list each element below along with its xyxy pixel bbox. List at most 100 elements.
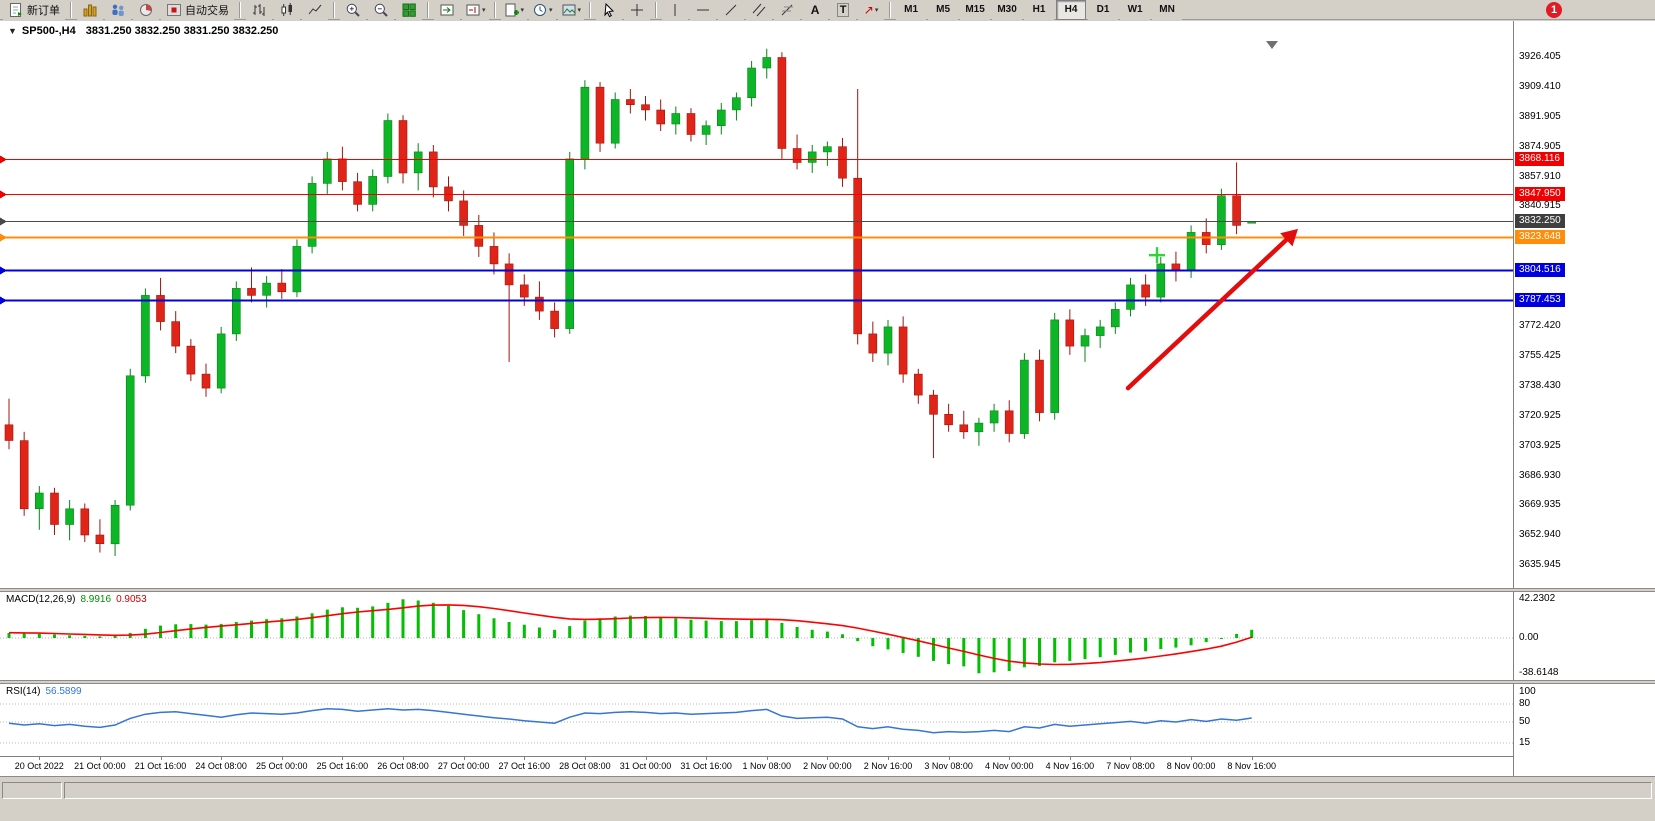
text-button[interactable]: A <box>802 0 829 20</box>
candle-body <box>565 158 575 329</box>
timeframe-button-m15[interactable]: M15 <box>960 0 991 20</box>
chart-shift-marker[interactable] <box>1266 41 1278 49</box>
time-axis-tick <box>584 757 586 760</box>
toolbar-separator <box>239 1 241 18</box>
candle-body <box>716 109 726 126</box>
time-axis-label: 3 Nov 08:00 <box>924 761 973 771</box>
cross-marker[interactable] <box>1149 247 1165 264</box>
candle-body <box>535 296 544 312</box>
time-axis[interactable]: 20 Oct 2022 21 Oct 00:00 21 Oct 16:00 24 Oc… <box>0 756 1513 776</box>
timeframe-button-mn[interactable]: MN <box>1152 0 1183 20</box>
one-click-trading-toggle[interactable]: ▼ <box>8 26 17 36</box>
timeframe-button-w1[interactable]: W1 <box>1120 0 1151 20</box>
chart-shift-icon <box>466 4 480 15</box>
candle-body <box>1004 410 1014 434</box>
candle-body <box>474 225 484 247</box>
arrowhead-icon <box>1280 228 1298 247</box>
candlestick-chart-button[interactable] <box>274 0 300 20</box>
candle-body <box>489 246 499 265</box>
market-watch-icon <box>83 4 97 16</box>
price-axis[interactable]: 3926.405 3909.410 3891.905 3874.905 3857.910… <box>1513 21 1655 776</box>
macd-axis-label: 42.2302 <box>1519 593 1556 605</box>
new-chart-button[interactable]: ▾ <box>500 0 528 20</box>
candle-body <box>989 410 999 424</box>
channel-button[interactable] <box>746 0 773 20</box>
candle-body <box>610 99 620 144</box>
zoom-in-button[interactable] <box>340 0 366 20</box>
price-axis-tag: 3832.250 <box>1515 214 1565 229</box>
timeframe-button-d1[interactable]: D1 <box>1088 0 1119 20</box>
time-axis-tick <box>1069 757 1071 760</box>
periods-button[interactable]: ▾ <box>529 0 556 20</box>
trendline-button[interactable] <box>718 0 745 20</box>
time-axis-label: 25 Oct 00:00 <box>256 761 308 771</box>
time-axis-tick <box>342 757 344 760</box>
pane-separator[interactable] <box>0 588 1655 592</box>
notification-badge[interactable]: 1 <box>1546 2 1562 18</box>
auto-scroll-button[interactable] <box>434 0 460 20</box>
price-axis-label: 3891.905 <box>1519 111 1561 123</box>
rsi-name: RSI(14) <box>6 686 41 697</box>
time-axis-label: 21 Oct 00:00 <box>74 761 126 771</box>
candle-body <box>913 373 923 396</box>
candle-body <box>519 284 529 298</box>
fibonacci-button[interactable] <box>774 0 801 20</box>
line-chart-button[interactable] <box>302 0 328 20</box>
new-order-icon <box>10 2 22 17</box>
macd-signal-value: 0.9053 <box>116 594 147 605</box>
templates-button[interactable]: ▾ <box>557 0 585 20</box>
strategy-tester-button[interactable] <box>133 0 159 20</box>
time-axis-label: 26 Oct 08:00 <box>377 761 429 771</box>
candle-body <box>95 534 105 544</box>
horizontal-line-button[interactable] <box>690 0 717 20</box>
chart-title-overlay: ▼ SP500-,H4 3831.250 3832.250 3831.250 383… <box>8 25 278 37</box>
timeframe-button-m1[interactable]: M1 <box>896 0 927 20</box>
price-axis-label: 3635.945 <box>1519 558 1561 570</box>
timeframe-button-m5[interactable]: M5 <box>928 0 959 20</box>
autotrading-button[interactable]: 自动交易 <box>161 0 234 20</box>
macd-axis-label: -38.6148 <box>1519 667 1559 679</box>
timeframe-button-m30[interactable]: M30 <box>992 0 1023 20</box>
arrows-button[interactable]: ↗ ▾ <box>858 0 885 20</box>
line-left-marker <box>0 233 7 242</box>
vertical-line-button[interactable] <box>662 0 689 20</box>
dropdown-caret-icon: ▾ <box>577 6 582 14</box>
macd-pane[interactable] <box>0 592 1513 680</box>
cursor-button[interactable] <box>596 0 623 20</box>
candle-body <box>807 151 817 163</box>
horizontal-lines-layer[interactable] <box>0 155 1513 305</box>
status-cell <box>64 782 1652 799</box>
bar-chart-button[interactable] <box>246 0 272 20</box>
time-axis-label: 1 Nov 08:00 <box>742 761 792 771</box>
candle-body <box>762 57 772 69</box>
macd-label: MACD(12,26,9) 8.9916 0.9053 <box>6 594 147 605</box>
trend-arrow-annotation[interactable] <box>1125 228 1298 391</box>
time-axis-tick <box>1191 757 1193 760</box>
crosshair-button[interactable] <box>624 0 651 20</box>
price-pane[interactable] <box>0 40 1513 588</box>
rsi-pane[interactable] <box>0 684 1513 756</box>
chart-window-bottom-edge <box>0 776 1655 779</box>
indicators-button[interactable] <box>396 0 422 20</box>
fibonacci-icon <box>781 4 794 15</box>
zoom-out-button[interactable] <box>368 0 394 20</box>
candle-body <box>368 176 378 205</box>
text-label-button[interactable]: T <box>830 0 857 20</box>
horizontal-line-icon <box>697 9 710 10</box>
navigator-button[interactable] <box>105 0 131 20</box>
market-watch-button[interactable] <box>77 0 103 20</box>
text-label-icon: T <box>836 2 850 17</box>
candle-body <box>459 200 468 226</box>
chart-shift-button[interactable]: ▾ <box>462 0 489 20</box>
timeframe-button-h1[interactable]: H1 <box>1024 0 1055 20</box>
price-axis-tag: 3823.648 <box>1515 229 1565 244</box>
dropdown-caret-icon: ▾ <box>874 6 879 14</box>
timeframe-button-h4[interactable]: H4 <box>1056 0 1087 20</box>
time-axis-label: 8 Nov 16:00 <box>1227 761 1276 771</box>
price-axis-label: 3874.905 <box>1519 140 1561 152</box>
candle-body <box>80 508 90 536</box>
pane-separator[interactable] <box>0 680 1655 684</box>
new-order-button[interactable]: 新订单 <box>3 0 65 20</box>
time-axis-label: 31 Oct 00:00 <box>619 761 672 771</box>
time-axis-label: 4 Nov 00:00 <box>984 761 1034 771</box>
